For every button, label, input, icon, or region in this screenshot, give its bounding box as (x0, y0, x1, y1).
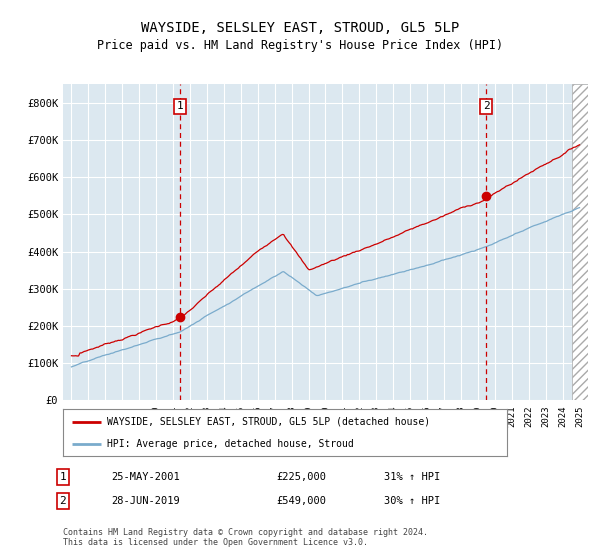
Text: 31% ↑ HPI: 31% ↑ HPI (384, 472, 440, 482)
Text: 1: 1 (59, 472, 67, 482)
Text: Price paid vs. HM Land Registry's House Price Index (HPI): Price paid vs. HM Land Registry's House … (97, 39, 503, 53)
Text: £225,000: £225,000 (276, 472, 326, 482)
Text: 25-MAY-2001: 25-MAY-2001 (111, 472, 180, 482)
Text: 28-JUN-2019: 28-JUN-2019 (111, 496, 180, 506)
Text: 1: 1 (177, 101, 184, 111)
Text: 2: 2 (483, 101, 490, 111)
Text: WAYSIDE, SELSLEY EAST, STROUD, GL5 5LP: WAYSIDE, SELSLEY EAST, STROUD, GL5 5LP (141, 21, 459, 35)
Text: Contains HM Land Registry data © Crown copyright and database right 2024.
This d: Contains HM Land Registry data © Crown c… (63, 528, 428, 547)
Text: £549,000: £549,000 (276, 496, 326, 506)
Text: WAYSIDE, SELSLEY EAST, STROUD, GL5 5LP (detached house): WAYSIDE, SELSLEY EAST, STROUD, GL5 5LP (… (107, 417, 431, 427)
Text: 2: 2 (59, 496, 67, 506)
Text: HPI: Average price, detached house, Stroud: HPI: Average price, detached house, Stro… (107, 438, 354, 449)
Text: 30% ↑ HPI: 30% ↑ HPI (384, 496, 440, 506)
